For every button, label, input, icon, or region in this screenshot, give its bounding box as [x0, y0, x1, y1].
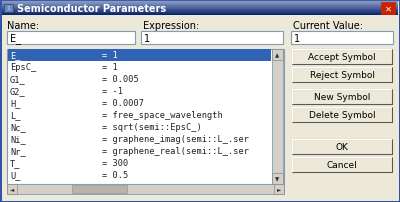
Bar	[292, 139, 392, 154]
Text: Current Value:: Current Value:	[293, 21, 363, 31]
Text: Cancel: Cancel	[327, 160, 357, 169]
Text: = free_space_wavelength: = free_space_wavelength	[102, 111, 223, 120]
Text: = 300: = 300	[102, 159, 128, 168]
Text: ▲: ▲	[275, 53, 280, 58]
Bar	[292, 107, 392, 122]
Bar	[72, 185, 127, 193]
Bar	[8, 50, 271, 62]
Bar	[7, 184, 284, 194]
Text: = -1: = -1	[102, 87, 123, 96]
Bar	[7, 50, 284, 184]
Bar	[1, 3, 398, 5]
Bar	[1, 8, 398, 9]
Bar	[272, 50, 283, 184]
Text: Accept Symbol: Accept Symbol	[308, 53, 376, 62]
Bar	[1, 10, 398, 11]
Text: EpsC_: EpsC_	[10, 63, 36, 72]
Text: ✕: ✕	[384, 4, 392, 14]
Text: Semiconductor Parameters: Semiconductor Parameters	[17, 3, 166, 14]
Bar	[1, 12, 398, 14]
Text: = 0.0007: = 0.0007	[102, 99, 144, 108]
Text: H_: H_	[10, 99, 20, 108]
Bar	[1, 0, 398, 1]
Text: G2_: G2_	[10, 87, 26, 96]
Bar	[1, 5, 398, 6]
Bar	[4, 5, 13, 13]
Text: = graphene_imag(semi::L_.ser: = graphene_imag(semi::L_.ser	[102, 135, 249, 144]
Text: Expression:: Expression:	[143, 21, 199, 31]
Bar	[292, 50, 392, 65]
Bar	[1, 13, 398, 14]
Text: ▼: ▼	[275, 176, 280, 181]
Text: OK: OK	[336, 142, 348, 151]
Bar	[1, 7, 398, 8]
Bar	[141, 32, 283, 45]
Bar	[1, 2, 398, 3]
Bar	[1, 6, 398, 7]
Text: Name:: Name:	[7, 21, 39, 31]
Text: New Symbol: New Symbol	[314, 93, 370, 101]
Bar	[292, 157, 392, 172]
Text: ►: ►	[277, 187, 281, 191]
Bar	[292, 68, 392, 83]
Bar	[1, 15, 398, 16]
Bar	[274, 184, 284, 194]
Bar	[7, 32, 135, 45]
Text: E_: E_	[10, 51, 20, 60]
Bar	[1, 14, 398, 15]
Bar	[1, 9, 398, 10]
Bar	[1, 1, 398, 2]
Text: = sqrt(semi::EpsC_): = sqrt(semi::EpsC_)	[102, 123, 202, 132]
Text: ◄: ◄	[10, 187, 14, 191]
Text: = 0.005: = 0.005	[102, 75, 139, 84]
Bar	[1, 11, 398, 12]
Bar	[1, 3, 398, 4]
Bar	[291, 32, 393, 45]
Text: = graphene_real(semi::L_.ser: = graphene_real(semi::L_.ser	[102, 147, 249, 156]
Text: Nc_: Nc_	[10, 123, 26, 132]
Bar	[272, 173, 283, 184]
Text: Reject Symbol: Reject Symbol	[310, 71, 374, 80]
Bar	[292, 89, 392, 104]
Text: = 0.5: = 0.5	[102, 171, 128, 180]
Text: = 1: = 1	[102, 51, 118, 60]
Bar	[1, 7, 398, 9]
Bar	[1, 4, 398, 6]
Bar	[381, 3, 395, 15]
Text: Ni_: Ni_	[10, 135, 26, 144]
Text: 1: 1	[6, 6, 10, 12]
Text: Nr_: Nr_	[10, 147, 26, 156]
Text: U_: U_	[10, 171, 20, 180]
Bar	[272, 50, 283, 61]
Text: Delete Symbol: Delete Symbol	[309, 110, 375, 119]
Text: L_: L_	[10, 111, 20, 120]
Text: 1: 1	[144, 33, 150, 43]
Bar	[1, 12, 398, 13]
Text: T_: T_	[10, 159, 20, 168]
Bar	[1, 0, 398, 2]
Text: 1: 1	[294, 33, 300, 43]
Text: = 1: = 1	[102, 63, 118, 72]
Text: E_: E_	[10, 33, 21, 44]
Text: G1_: G1_	[10, 75, 26, 84]
Bar	[7, 184, 17, 194]
